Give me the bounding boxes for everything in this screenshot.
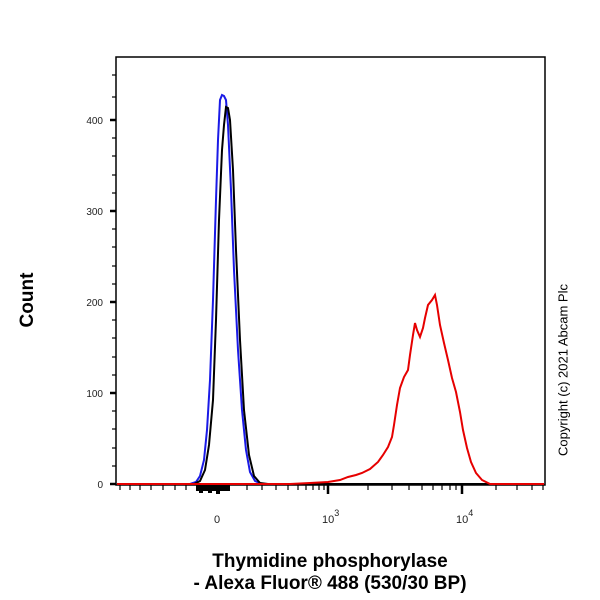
y-tick-label-0: 0 <box>97 480 103 491</box>
y-axis-label: Count <box>17 272 38 328</box>
y-tick-label-200: 200 <box>86 298 103 309</box>
x-axis-label-line1: Thymidine phosphorylase <box>212 551 448 572</box>
copyright-annotation: Copyright (c) 2021 Abcam Plc <box>555 284 571 456</box>
x-axis-ticks <box>119 485 544 494</box>
plot-frame <box>115 56 546 486</box>
series-red-line <box>117 292 544 485</box>
x-axis-label-line2: - Alexa Fluor® 488 (530/30 BP) <box>193 573 467 594</box>
x-tick-label-0: 0 <box>214 514 220 526</box>
x-tick-label-1e4: 104 <box>456 508 473 526</box>
series-black-line <box>117 105 544 485</box>
series-blue-line <box>117 93 544 485</box>
y-axis-ticks <box>110 74 116 486</box>
y-tick-label-100: 100 <box>86 389 103 400</box>
x-tick-label-1e3: 103 <box>322 508 339 526</box>
y-tick-label-400: 400 <box>86 116 103 127</box>
y-tick-label-300: 300 <box>86 207 103 218</box>
